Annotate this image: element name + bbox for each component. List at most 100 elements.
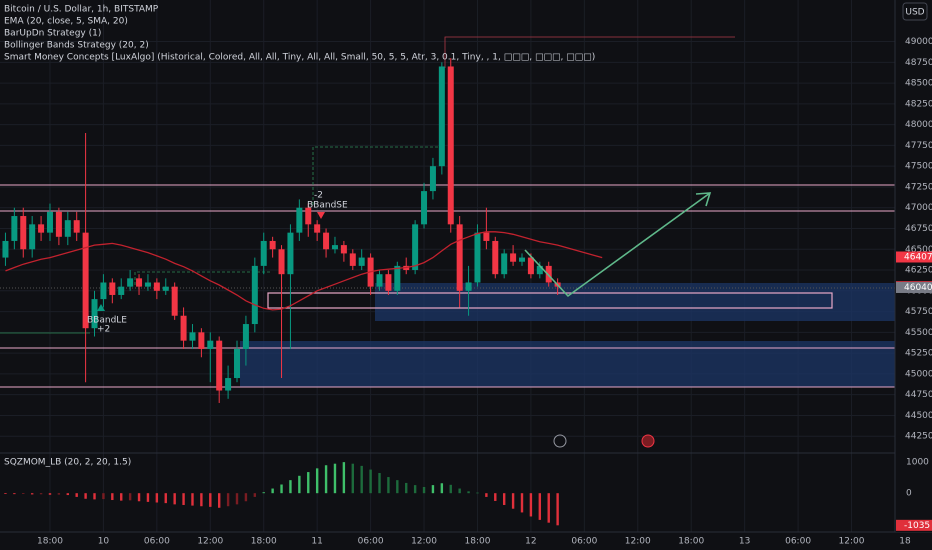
- y-tick-label: 44500: [905, 411, 932, 421]
- momentum-bar: [440, 483, 444, 494]
- candle-body: [385, 274, 392, 291]
- candle-body: [376, 274, 383, 287]
- x-tick-label: 18: [899, 537, 911, 547]
- momentum-bar: [182, 493, 185, 505]
- sell-arrow: [317, 212, 325, 219]
- value-tag-label: -1035: [904, 521, 930, 531]
- x-tick-label: 06:00: [358, 537, 384, 547]
- momentum-bar: [164, 493, 167, 504]
- candle-body: [519, 257, 526, 262]
- y-tick-label: 47250: [905, 182, 932, 192]
- y-tick-label: 46750: [905, 224, 932, 234]
- momentum-bar: [57, 493, 61, 495]
- structure-line: [134, 271, 270, 285]
- candle-body: [323, 232, 330, 250]
- momentum-bar: [396, 480, 399, 494]
- candle-body: [296, 207, 303, 233]
- x-tick-label: 12:00: [839, 537, 865, 547]
- price-tag: [896, 251, 932, 263]
- candle-body: [349, 253, 356, 266]
- event-icon: [641, 434, 655, 448]
- momentum-bar: [538, 493, 542, 520]
- currency-button[interactable]: [902, 2, 928, 21]
- momentum-bar: [244, 493, 248, 502]
- momentum-bar: [253, 493, 257, 497]
- candle-body: [394, 265, 401, 291]
- candle-body: [100, 282, 107, 300]
- momentum-bar: [22, 493, 25, 494]
- momentum-bar: [84, 493, 87, 499]
- momentum-bar: [422, 486, 426, 494]
- candle-body: [153, 282, 160, 291]
- candle-body: [492, 240, 499, 275]
- candle-body: [358, 257, 365, 266]
- candle-body: [429, 166, 436, 192]
- momentum-bar: [111, 493, 114, 501]
- structure-line: [444, 36, 735, 68]
- candle-body: [269, 240, 276, 250]
- candle-body: [82, 232, 89, 329]
- candle-body: [234, 348, 241, 379]
- momentum-bar: [307, 472, 310, 494]
- momentum-bar: [476, 492, 479, 494]
- y-tick-label: 47500: [905, 162, 932, 172]
- candle-body: [207, 340, 214, 349]
- x-tick-label: 06:00: [571, 537, 597, 547]
- x-tick-label: 12:00: [625, 537, 651, 547]
- candle-body: [136, 278, 143, 287]
- y-tick-label: 49000: [905, 37, 932, 47]
- x-tick-label: 18:00: [251, 537, 277, 547]
- y-tick-label: 44250: [905, 432, 932, 442]
- momentum-bar: [449, 484, 452, 494]
- momentum-bar: [360, 465, 363, 494]
- momentum-bar: [66, 493, 69, 496]
- x-tick-label: 06:00: [785, 537, 811, 547]
- candle-body: [527, 257, 534, 275]
- y-tick-label: 45000: [905, 369, 932, 379]
- candle-body: [11, 216, 18, 241]
- momentum-bar: [413, 485, 417, 494]
- candle-body: [438, 66, 445, 167]
- candle-body: [536, 265, 543, 275]
- buy-arrow: [97, 304, 105, 311]
- y-tick-label: 45250: [905, 349, 932, 359]
- chart-title: Bitcoin / U.S. Dollar, 1h, BITSTAMP: [4, 5, 159, 15]
- candle-body: [287, 232, 294, 275]
- x-tick-label: 13: [739, 537, 750, 547]
- candle-body: [483, 232, 490, 241]
- x-tick-label: 12:00: [197, 537, 223, 547]
- candle-body: [73, 220, 80, 233]
- candle-body: [189, 332, 196, 341]
- momentum-bar: [217, 493, 221, 508]
- y-tick-label: 47750: [905, 141, 932, 151]
- momentum-bar: [209, 493, 212, 507]
- indicator-line: [5, 231, 603, 311]
- annotation: +2: [97, 325, 110, 335]
- momentum-bar: [200, 493, 203, 507]
- annotation: BBandLE: [87, 316, 127, 326]
- candle-body: [501, 253, 508, 275]
- momentum-bar: [298, 475, 301, 494]
- x-tick-label: 10: [98, 537, 110, 547]
- candle-body: [91, 299, 98, 329]
- momentum-bar: [342, 462, 346, 494]
- currency-label[interactable]: USD: [905, 8, 924, 18]
- candle-body: [510, 253, 517, 262]
- candle-body: [38, 224, 45, 233]
- momentum-bar: [102, 493, 105, 500]
- candle-body: [55, 211, 62, 237]
- candle-body: [340, 245, 347, 254]
- momentum-bar: [155, 493, 159, 503]
- projection-arrow: [524, 192, 711, 298]
- momentum-bar: [120, 493, 123, 501]
- candle-body: [20, 216, 27, 250]
- candle-body: [278, 249, 285, 275]
- y-tick-label: 46500: [905, 245, 932, 255]
- range-box: [267, 292, 833, 309]
- candle-body: [474, 232, 481, 283]
- candle-body: [127, 278, 134, 287]
- momentum-bar: [280, 484, 283, 494]
- candle-body: [29, 224, 36, 250]
- x-tick-label: 18:00: [678, 537, 704, 547]
